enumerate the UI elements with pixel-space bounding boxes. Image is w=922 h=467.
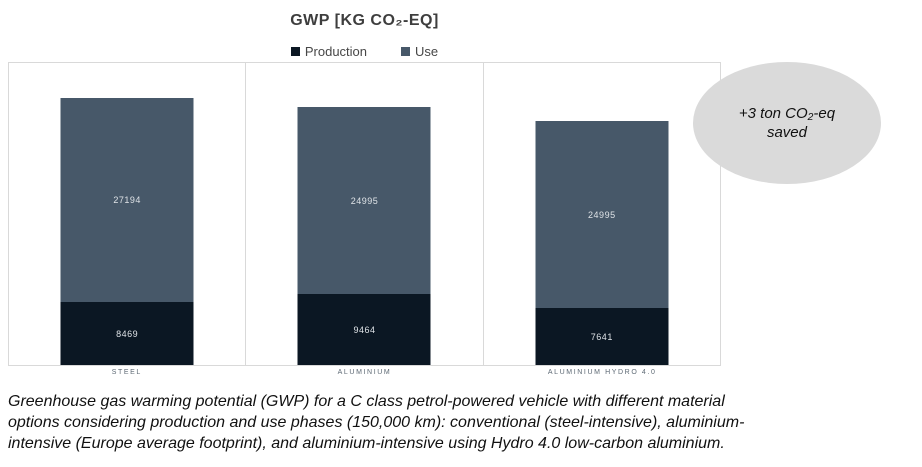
legend-item-use: Use: [401, 44, 438, 59]
annotation-ellipse: +3 ton CO₂-eq saved: [693, 62, 881, 184]
category-cell: 24995 9464: [245, 63, 482, 365]
bar-segment-use: 27194: [60, 98, 194, 302]
bar-segment-production: 7641: [535, 308, 669, 365]
figure-caption: Greenhouse gas warming potential (GWP) f…: [8, 393, 745, 452]
plot-area: 27194 8469 24995 9464 24995 7641: [8, 62, 721, 366]
bar-value-label: 24995: [588, 209, 616, 220]
bar-value-label: 27194: [113, 195, 141, 205]
x-axis-labels: STEEL ALUMINIUM ALUMINIUM HYDRO 4.0: [8, 369, 721, 376]
bar-value-label: 7641: [590, 331, 613, 342]
stacked-bar: 24995 9464: [297, 107, 431, 365]
annotation-text: +3 ton CO₂-eq saved: [738, 104, 836, 142]
bar-value-label: 9464: [353, 324, 376, 335]
x-axis-label: ALUMINIUM: [337, 369, 392, 376]
x-axis-label: ALUMINIUM HYDRO 4.0: [547, 369, 657, 376]
category-cell: 24995 7641: [482, 63, 720, 365]
bar-segment-use: 24995: [297, 107, 431, 294]
legend-swatch: [401, 47, 411, 56]
bar-value-label: 8469: [116, 328, 139, 339]
x-axis-label: STEEL: [111, 369, 142, 376]
legend: Production Use: [8, 44, 721, 59]
bar-segment-production: 8469: [60, 302, 194, 365]
category-cell: 27194 8469: [9, 63, 245, 365]
legend-swatch: [290, 47, 300, 56]
chart-title: GWP [KG CO₂-EQ]: [290, 12, 439, 29]
legend-label: Production: [304, 44, 368, 59]
legend-label: Use: [415, 44, 439, 59]
bar-value-label: 24995: [350, 195, 379, 206]
bar-segment-production: 9464: [297, 294, 431, 365]
legend-item-production: Production: [290, 44, 368, 59]
stacked-bar: 24995 7641: [535, 121, 669, 365]
stacked-bar: 27194 8469: [60, 98, 194, 365]
bar-segment-use: 24995: [535, 121, 669, 308]
